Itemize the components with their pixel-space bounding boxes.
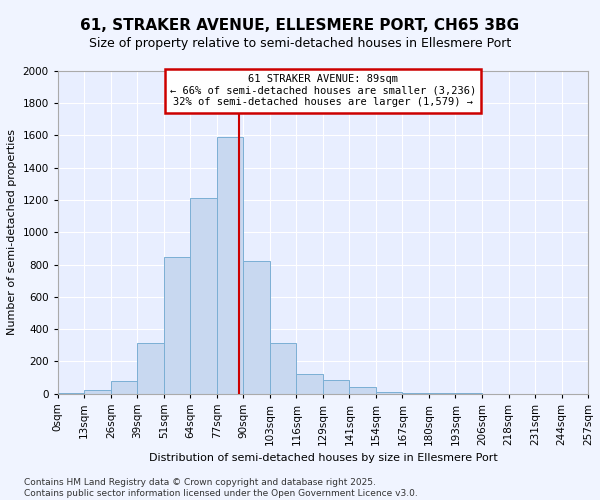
Bar [84,390,111,394]
Text: 61, STRAKER AVENUE, ELLESMERE PORT, CH65 3BG: 61, STRAKER AVENUE, ELLESMERE PORT, CH65… [80,18,520,32]
Text: Size of property relative to semi-detached houses in Ellesmere Port: Size of property relative to semi-detach… [89,38,511,51]
Y-axis label: Number of semi-detached properties: Number of semi-detached properties [7,130,17,336]
Bar [244,262,270,394]
Text: 61 STRAKER AVENUE: 89sqm
← 66% of semi-detached houses are smaller (3,236)
32% o: 61 STRAKER AVENUE: 89sqm ← 66% of semi-d… [170,74,476,108]
Bar [137,343,164,394]
Text: Contains HM Land Registry data © Crown copyright and database right 2025.
Contai: Contains HM Land Registry data © Crown c… [24,478,418,498]
Bar [376,392,403,394]
Bar [190,198,217,394]
Bar [111,380,137,394]
Bar [270,343,296,394]
Bar [403,393,429,394]
Bar [164,258,190,394]
Bar [296,374,323,394]
X-axis label: Distribution of semi-detached houses by size in Ellesmere Port: Distribution of semi-detached houses by … [149,453,497,463]
Bar [323,380,349,394]
Bar [217,137,244,394]
Bar [349,387,376,394]
